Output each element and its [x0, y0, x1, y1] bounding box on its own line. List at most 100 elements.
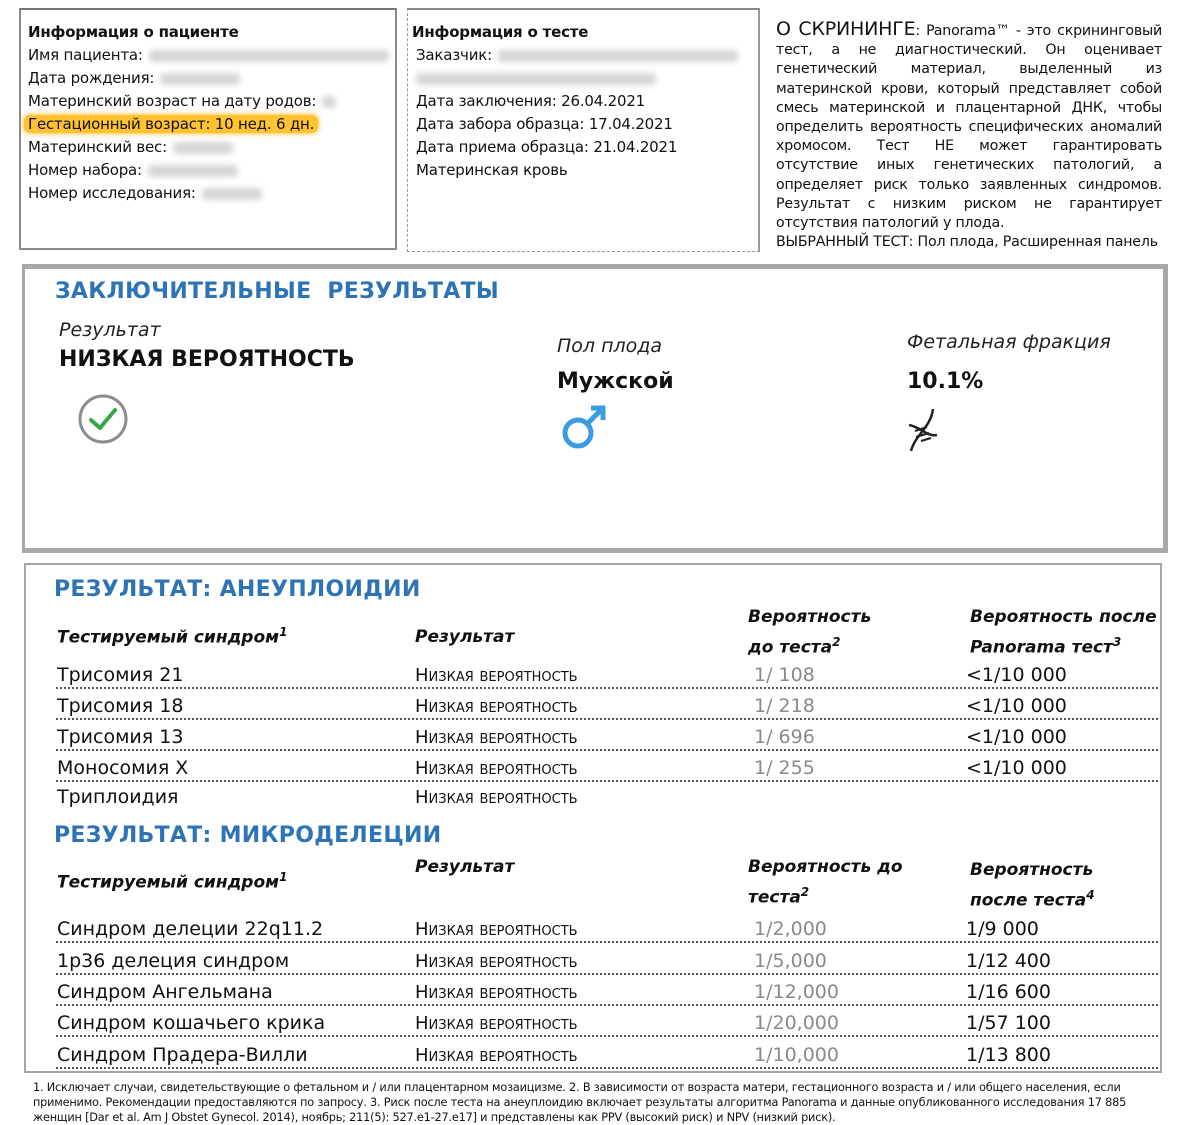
- aneuploidy-header: Тестируемый синдром1: [57, 620, 417, 651]
- microdeletions-cell: 1/16 600: [966, 981, 1051, 1003]
- redacted-value: [416, 72, 656, 85]
- redacted-value: [201, 187, 262, 200]
- redacted-value: [322, 95, 337, 108]
- microdeletions-cell: 1/57 100: [966, 1012, 1051, 1034]
- microdeletions-cell: Синдром делеции 22q11.2: [57, 918, 324, 940]
- aneuploidy-header-footnote: 2: [832, 635, 841, 649]
- test-field-label: Заказчик:: [416, 46, 492, 64]
- aneuploidy-cell: Моносомия X: [57, 757, 189, 779]
- aneuploidy-row: Трисомия 18 Низкая вероятность 1/ 218 <1/10…: [56, 688, 1158, 720]
- microdeletions-cell: 1/12,000: [754, 981, 839, 1003]
- about-text: : Panorama™ - это скрининговый тест, а н…: [776, 23, 1162, 232]
- aneuploidy-cell: Низкая вероятность: [415, 665, 578, 686]
- aneuploidy-cell: <1/10 000: [966, 757, 1067, 779]
- patient-field-label: Номер исследования:: [28, 184, 196, 202]
- aneuploidy-cell: Низкая вероятность: [415, 696, 578, 717]
- test-field-label: Дата приема образца: 21.04.2021: [416, 138, 678, 156]
- aneuploidy-cell: Низкая вероятность: [415, 787, 578, 808]
- redacted-value: [160, 72, 241, 85]
- aneuploidy-cell: Триплоидия: [57, 786, 179, 808]
- microdeletions-header-text: Вероятность после теста: [970, 860, 1094, 911]
- microdeletions-cell: Синдром Ангельмана: [57, 981, 273, 1003]
- patient-field-label: Дата рождения:: [28, 69, 155, 87]
- microdeletions-cell: Низкая вероятность: [415, 1045, 578, 1066]
- aneuploidy-cell: <1/10 000: [966, 664, 1067, 686]
- final-results-title: ЗАКЛЮЧИТЕЛЬНЫЕ РЕЗУЛЬТАТЫ: [55, 279, 499, 304]
- microdeletions-cell: Низкая вероятность: [415, 982, 578, 1003]
- aneuploidy-header-text: Вероятность после Panorama тест: [970, 607, 1157, 658]
- selected-test: ВЫБРАННЫЙ ТЕСТ: Пол плода, Расширенная п…: [776, 234, 1158, 251]
- aneuploidy-cell: Трисомия 18: [57, 695, 184, 717]
- aneuploidy-row: Трисомия 21 Низкая вероятность 1/ 108 <1/10…: [56, 657, 1158, 689]
- sex-label: Пол плода: [557, 335, 663, 357]
- result-label: Результат: [59, 319, 161, 341]
- microdeletions-row: Синдром Прадера-Вилли Низкая вероятность 1…: [56, 1037, 1158, 1069]
- redacted-value: [147, 164, 238, 177]
- patient-info-title: Информация о пациенте: [28, 23, 239, 41]
- test-field: Заказчик:: [412, 44, 758, 67]
- aneuploidy-header-footnote: 1: [279, 625, 288, 639]
- patient-info-box: Информация о пациенте Имя пациента: Дата …: [19, 8, 397, 250]
- patient-field-label: Гестационный возраст: 10 нед. 6 дн.: [24, 115, 319, 133]
- male-symbol-icon: [562, 405, 606, 449]
- microdeletions-cell: Низкая вероятность: [415, 1013, 578, 1034]
- patient-field: Номер исследования:: [28, 182, 395, 205]
- aneuploidy-cell: 1/ 696: [754, 726, 815, 748]
- test-field-label: Дата заключения: 26.04.2021: [416, 92, 646, 110]
- patient-field: Номер набора:: [28, 159, 395, 182]
- aneuploidy-cell: Низкая вероятность: [415, 727, 578, 748]
- microdeletions-row: 1p36 делеция синдром Низкая вероятность 1/…: [56, 943, 1158, 975]
- about-heading: О СКРИНИНГЕ: [776, 18, 916, 40]
- about-screening: О СКРИНИНГЕ: Panorama™ - это скрининговы…: [776, 18, 1162, 252]
- microdeletions-row: Синдром делеции 22q11.2 Низкая вероятност…: [56, 911, 1158, 943]
- patient-field: Материнский вес:: [28, 136, 395, 159]
- microdeletions-cell: 1/9 000: [966, 918, 1039, 940]
- final-results-box: ЗАКЛЮЧИТЕЛЬНЫЕ РЕЗУЛЬТАТЫ Результат НИЗК…: [22, 264, 1168, 553]
- fraction-value: 10.1%: [907, 369, 984, 394]
- test-field-label: Дата забора образца: 17.04.2021: [416, 115, 673, 133]
- dna-icon: [908, 408, 938, 452]
- microdeletions-header: Результат: [415, 855, 715, 880]
- aneuploidy-cell: 1/ 108: [754, 664, 815, 686]
- microdeletions-cell: 1/2,000: [754, 918, 827, 940]
- microdeletions-cell: 1/12 400: [966, 950, 1051, 972]
- microdeletions-header: Вероятность после теста4: [970, 858, 1130, 914]
- test-field: Материнская кровь: [412, 159, 758, 182]
- microdeletions-header-footnote: 4: [1086, 888, 1095, 902]
- test-info-box: Информация о тесте Заказчик: Дата заключе…: [407, 8, 760, 252]
- aneuploidy-header-text: Результат: [415, 627, 515, 647]
- aneuploidy-header: Результат: [415, 625, 715, 650]
- aneuploidy-cell: <1/10 000: [966, 695, 1067, 717]
- aneuploidy-row: Триплоидия Низкая вероятность: [56, 779, 1158, 809]
- sex-value: Мужской: [557, 369, 674, 394]
- aneuploidy-row: Трисомия 13 Низкая вероятность 1/ 696 <1/10…: [56, 719, 1158, 751]
- patient-field: Материнский возраст на дату родов:: [28, 90, 395, 113]
- check-circle-icon: [78, 394, 128, 444]
- aneuploidy-cell: Низкая вероятность: [415, 758, 578, 779]
- aneuploidy-cell: 1/ 218: [754, 695, 815, 717]
- aneuploidy-header: Вероятность после Panorama тест3: [970, 605, 1170, 661]
- result-value: НИЗКАЯ ВЕРОЯТНОСТЬ: [59, 347, 355, 372]
- aneuploidy-header-footnote: 3: [1112, 635, 1122, 649]
- test-field: Дата приема образца: 21.04.2021: [412, 136, 758, 159]
- microdeletions-row: Синдром Ангельмана Низкая вероятность 1/12…: [56, 974, 1158, 1006]
- microdeletions-cell: Синдром Прадера-Вилли: [57, 1044, 308, 1066]
- results-section: РЕЗУЛЬТАТ: АНЕУПЛОИДИИ Тестируемый синдро…: [24, 563, 1162, 1073]
- aneuploidy-cell: Трисомия 21: [57, 664, 184, 686]
- patient-field: Имя пациента:: [28, 44, 395, 67]
- test-field: Дата забора образца: 17.04.2021: [412, 113, 758, 136]
- aneuploidy-cell: 1/ 255: [754, 757, 815, 779]
- patient-field-label: Материнский вес:: [28, 138, 167, 156]
- microdeletions-header-footnote: 2: [800, 885, 810, 899]
- test-field: Дата заключения: 26.04.2021: [412, 90, 758, 113]
- microdeletions-header-text: Результат: [415, 857, 515, 877]
- microdeletions-cell: 1/20,000: [754, 1012, 839, 1034]
- patient-field: Гестационный возраст: 10 нед. 6 дн.: [24, 113, 395, 136]
- patient-field: Дата рождения:: [28, 67, 395, 90]
- aneuploidy-title: РЕЗУЛЬТАТ: АНЕУПЛОИДИИ: [54, 577, 421, 602]
- fraction-label: Фетальная фракция: [907, 331, 1111, 353]
- aneuploidy-header: Вероятность до теста2: [748, 605, 888, 661]
- aneuploidy-header-text: Тестируемый синдром: [57, 627, 280, 648]
- microdeletions-header-text: Вероятность до теста: [748, 857, 903, 908]
- test-field-label: Материнская кровь: [416, 161, 568, 179]
